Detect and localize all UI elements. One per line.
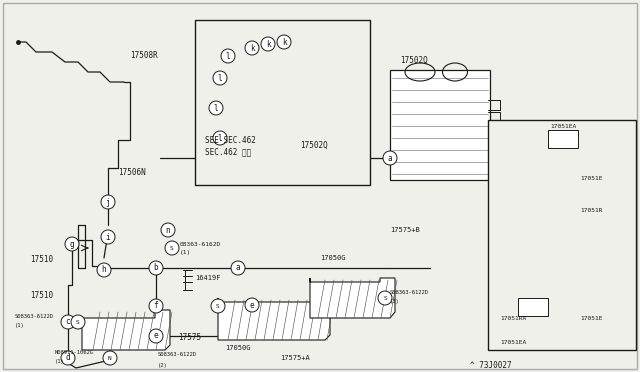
Text: 17050G: 17050G [320, 255, 346, 261]
Text: (1): (1) [15, 324, 25, 328]
Text: c: c [66, 317, 70, 327]
Circle shape [149, 299, 163, 313]
Text: i: i [106, 232, 110, 241]
Text: k: k [266, 39, 270, 48]
Text: 08363-6162D: 08363-6162D [180, 241, 221, 247]
Text: k: k [250, 44, 254, 52]
Text: N08911-1062G: N08911-1062G [55, 350, 94, 355]
Circle shape [103, 351, 117, 365]
Text: k: k [282, 38, 286, 46]
Bar [518, 298, 548, 316]
Text: S: S [216, 304, 220, 308]
Circle shape [149, 329, 163, 343]
Text: ^ 73J0027: ^ 73J0027 [470, 360, 511, 369]
Bar [488, 120, 636, 350]
Text: 17051RA: 17051RA [500, 315, 526, 321]
Circle shape [261, 37, 275, 51]
Text: 17051E: 17051E [580, 176, 602, 180]
Text: e: e [250, 301, 254, 310]
Text: a: a [388, 154, 392, 163]
Circle shape [97, 263, 111, 277]
Bar [390, 70, 490, 180]
Circle shape [277, 35, 291, 49]
Text: l: l [218, 134, 222, 142]
Circle shape [65, 237, 79, 251]
Text: S: S [76, 320, 80, 324]
Text: l: l [218, 74, 222, 83]
Text: 17051EA: 17051EA [500, 340, 526, 344]
Text: 17575: 17575 [178, 334, 201, 343]
Circle shape [209, 101, 223, 115]
Text: SEC.462 参図: SEC.462 参図 [205, 148, 252, 157]
Bar [195, 20, 370, 185]
Text: (2): (2) [158, 362, 168, 368]
Text: S08363-6122D: S08363-6122D [158, 353, 197, 357]
Text: 17575+B: 17575+B [390, 227, 420, 233]
Text: S: S [170, 246, 174, 250]
Circle shape [383, 151, 397, 165]
Bar [548, 130, 578, 148]
Circle shape [245, 298, 259, 312]
Circle shape [161, 223, 175, 237]
Text: 17502Q: 17502Q [400, 55, 428, 64]
Circle shape [101, 195, 115, 209]
Circle shape [61, 351, 75, 365]
Polygon shape [82, 310, 170, 350]
Circle shape [101, 230, 115, 244]
Text: (3): (3) [390, 299, 400, 305]
Text: 17510: 17510 [30, 256, 53, 264]
Text: n: n [166, 225, 170, 234]
Text: 17051E: 17051E [580, 315, 602, 321]
Text: e: e [154, 331, 158, 340]
Text: (1): (1) [180, 250, 191, 254]
Text: 17506N: 17506N [118, 167, 146, 176]
Text: a: a [236, 263, 240, 273]
Circle shape [213, 131, 227, 145]
Text: 17508R: 17508R [130, 51, 157, 60]
Circle shape [211, 299, 225, 313]
Circle shape [221, 49, 235, 63]
Text: 17051EA: 17051EA [550, 124, 576, 128]
Text: h: h [102, 266, 106, 275]
Text: l: l [226, 51, 230, 61]
Circle shape [378, 291, 392, 305]
Text: l: l [214, 103, 218, 112]
Text: SEE SEC.462: SEE SEC.462 [205, 135, 256, 144]
Text: d: d [66, 353, 70, 362]
Circle shape [231, 261, 245, 275]
Text: S08363-6122D: S08363-6122D [15, 314, 54, 318]
Text: 17050G: 17050G [225, 345, 250, 351]
Circle shape [213, 71, 227, 85]
Polygon shape [218, 298, 330, 340]
Text: S: S [383, 295, 387, 301]
Circle shape [149, 261, 163, 275]
Text: 17510: 17510 [30, 291, 53, 299]
Text: (1): (1) [55, 359, 65, 365]
Circle shape [245, 41, 259, 55]
Text: j: j [106, 198, 110, 206]
Text: S08363-6122D: S08363-6122D [390, 291, 429, 295]
Text: N: N [108, 356, 112, 360]
Text: 17051R: 17051R [580, 208, 602, 212]
Text: g: g [70, 240, 74, 248]
Polygon shape [310, 278, 395, 318]
Text: 17575+A: 17575+A [280, 355, 310, 361]
Text: b: b [154, 263, 158, 273]
Text: f: f [154, 301, 158, 311]
Text: 16419F: 16419F [195, 275, 221, 281]
Circle shape [165, 241, 179, 255]
Circle shape [71, 315, 85, 329]
Text: 17502Q: 17502Q [300, 141, 328, 150]
Circle shape [61, 315, 75, 329]
